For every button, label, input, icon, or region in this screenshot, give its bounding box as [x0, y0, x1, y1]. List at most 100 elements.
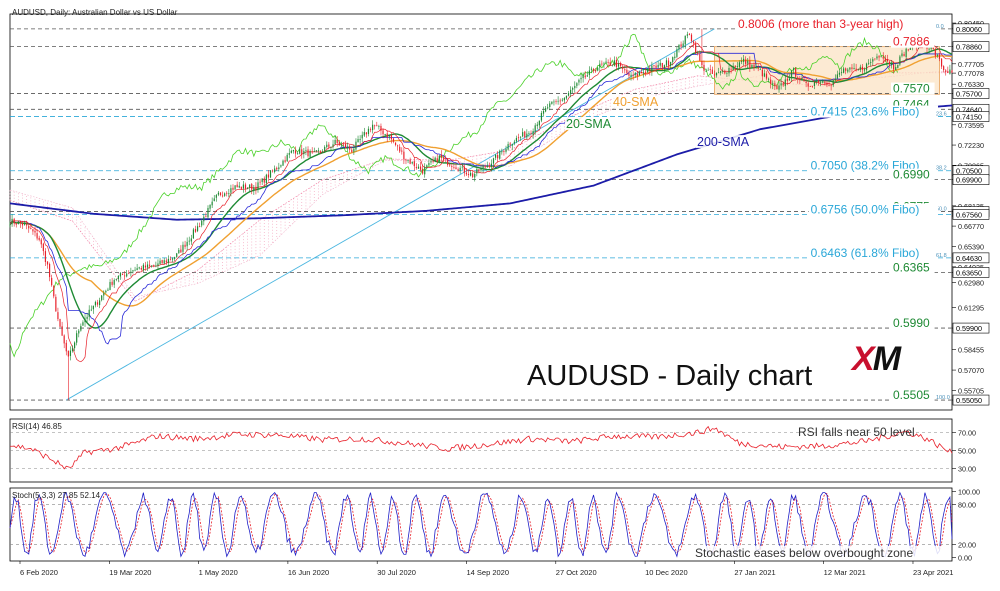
candle-body	[799, 79, 801, 81]
level-label-bg	[808, 105, 938, 118]
candle-body	[259, 181, 261, 183]
candle-body	[782, 83, 784, 86]
candle-body	[811, 85, 813, 87]
candle-body	[105, 290, 107, 293]
candle-body	[380, 125, 382, 131]
candle-body	[640, 71, 643, 74]
candle-body	[880, 56, 882, 58]
candle-body	[728, 67, 730, 74]
rsi-panel-header: RSI(14) 46.85	[12, 422, 62, 431]
level-axis-box	[952, 394, 990, 406]
price-tick-label: 0.65390	[958, 243, 984, 252]
candle-body	[111, 281, 113, 285]
candle-body	[378, 126, 380, 128]
candle-body	[347, 146, 349, 148]
candle-body	[374, 125, 376, 127]
candle-body	[557, 100, 559, 102]
candle-body	[134, 269, 136, 271]
candle-body	[909, 48, 911, 50]
candle-body	[159, 260, 161, 265]
candle-body	[715, 72, 718, 76]
candle-body	[524, 131, 526, 138]
candle-body	[69, 350, 72, 356]
candle-body	[474, 173, 476, 178]
candle-body	[820, 81, 822, 83]
candle-body	[740, 61, 743, 62]
level-axis-box	[952, 111, 990, 122]
price-tick-label: 0.58455	[958, 346, 984, 355]
candle-body	[453, 167, 455, 168]
candle-body	[503, 151, 505, 152]
candle-body	[257, 182, 259, 190]
candle-body	[826, 82, 828, 86]
candle-body	[417, 166, 420, 169]
candle-body	[834, 78, 836, 81]
candle-body	[576, 83, 578, 86]
candle-body	[863, 69, 866, 71]
candle-body	[192, 229, 194, 239]
candle-body	[574, 85, 576, 89]
candle-body	[274, 168, 276, 173]
candle-body	[301, 149, 303, 155]
series-label-200-sma: 200-SMA	[697, 135, 750, 149]
candle-body	[857, 69, 859, 71]
candle-body	[334, 139, 336, 145]
candle-body	[9, 224, 11, 226]
candle-body	[422, 169, 424, 174]
level-axis-label: 0.59900	[956, 324, 982, 333]
candle-body	[180, 249, 182, 253]
candle-body	[438, 155, 440, 162]
price-tick-label: 0.55705	[958, 386, 984, 395]
candle-body	[868, 62, 870, 64]
stochastic-chart: 100.00 80.00 20.00 0.00 Stochastic eases bel…	[9, 487, 980, 563]
candle-body	[709, 69, 711, 70]
candle-body	[424, 167, 426, 175]
candle-body	[288, 153, 290, 155]
series-label-bg	[696, 135, 747, 148]
candle-body	[36, 233, 38, 239]
candle-body	[40, 239, 42, 245]
candle-body	[872, 59, 874, 62]
candle-body	[44, 251, 47, 263]
candle-body	[849, 67, 851, 70]
candle-body	[142, 264, 144, 271]
level-axis-label: 0.70500	[956, 167, 982, 176]
candle-body	[157, 263, 159, 266]
candle-body	[165, 260, 167, 263]
price-tick-label: 0.66770	[958, 222, 984, 231]
time-axis-label: 1 May 2020	[199, 568, 238, 577]
candle-body	[884, 57, 886, 59]
candle-body	[326, 144, 328, 148]
level-label: 0.5505	[893, 388, 930, 402]
candle-body	[432, 161, 434, 162]
candle-body	[617, 63, 620, 67]
candle-body	[526, 133, 528, 138]
candle-body	[828, 84, 830, 86]
candle-body	[838, 72, 841, 75]
level-axis-label: 0.64630	[956, 254, 982, 263]
candle-body	[372, 124, 374, 131]
candle-body	[221, 195, 224, 197]
candle-body	[478, 169, 480, 172]
candle-body	[861, 66, 863, 70]
candle-body	[234, 185, 236, 190]
price-tick-label: 0.61295	[958, 303, 984, 312]
candle-body	[567, 93, 570, 96]
candle-body	[597, 67, 599, 71]
level-axis-box	[952, 88, 990, 99]
candle-body	[832, 80, 834, 86]
candle-body	[547, 107, 549, 109]
candle-body	[440, 154, 443, 158]
candle-body	[382, 130, 384, 135]
candle-body	[761, 69, 763, 77]
candle-body	[645, 71, 647, 73]
fibo-tag: 61.8	[936, 253, 947, 259]
candle-body	[815, 80, 818, 82]
candle-body	[895, 67, 897, 71]
candle-body	[67, 350, 69, 357]
candle-body	[115, 279, 117, 280]
candle-body	[772, 83, 774, 85]
candle-body	[149, 264, 151, 266]
candle-body	[634, 72, 636, 76]
